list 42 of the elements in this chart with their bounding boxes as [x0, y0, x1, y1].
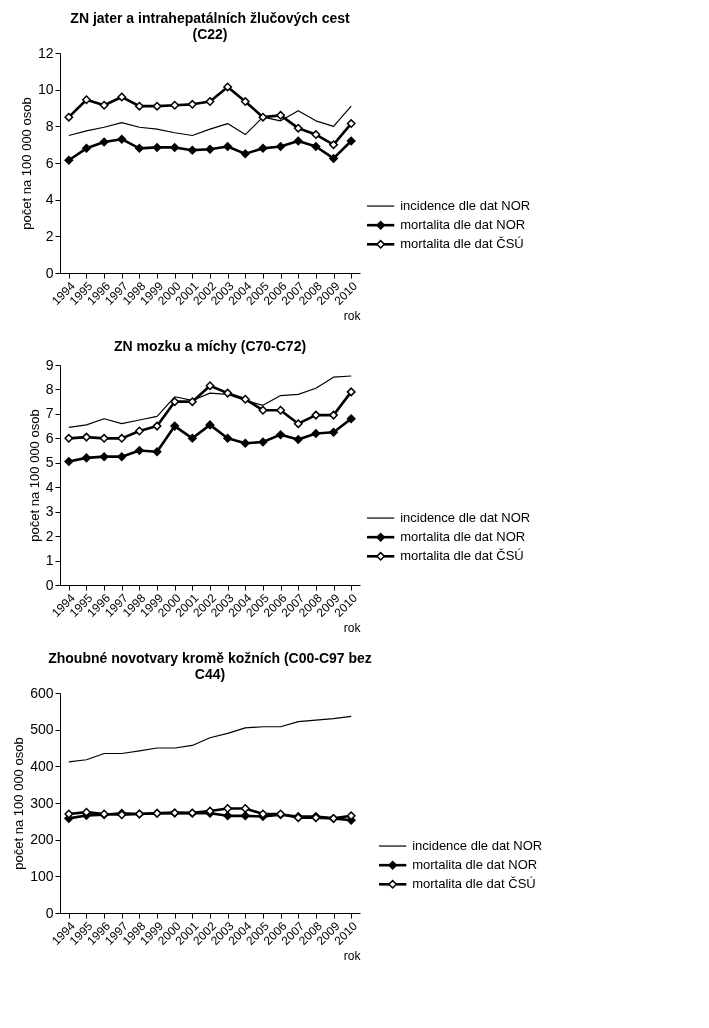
y-tick-label: 4	[45, 191, 54, 208]
y-tick-label: 300	[30, 794, 54, 811]
y-tick-label: 0	[45, 264, 54, 281]
y-tick-label: 4	[45, 478, 54, 495]
x-axis-title: rok	[343, 949, 362, 964]
y-tick-label: 12	[37, 44, 54, 61]
y-tick-label: 200	[30, 831, 54, 848]
y-tick-label: 7	[45, 405, 54, 422]
legend-label: mortalita dle dat ČSÚ	[400, 548, 524, 564]
y-tick-label: 6	[45, 154, 54, 171]
legend-label: mortalita dle dat NOR	[400, 529, 526, 545]
y-tick-label: 0	[45, 576, 54, 593]
legend-label: mortalita dle dat NOR	[412, 857, 538, 873]
y-tick-label: 8	[45, 117, 54, 134]
legend-label: mortalita dle dat NOR	[400, 217, 526, 233]
legend-label: mortalita dle dat ČSÚ	[400, 236, 524, 252]
y-tick-label: 5	[45, 454, 54, 471]
y-tick-label: 6	[45, 429, 54, 446]
y-tick-label: 10	[37, 81, 54, 98]
y-tick-label: 600	[30, 684, 54, 701]
chart-title: ZN jater a intrahepatálních žlučových cest (C22)	[70, 10, 350, 42]
y-axis-title: počet na 100 000 osob	[11, 737, 27, 870]
y-tick-label: 2	[45, 227, 54, 244]
y-axis-title: počet na 100 000 osob	[18, 97, 34, 230]
y-axis-title: počet na 100 000 osob	[26, 409, 42, 542]
y-tick-label: 2	[45, 527, 54, 544]
chart-title: ZN mozku a míchy (C70-C72)	[113, 338, 307, 354]
y-tick-label: 3	[45, 503, 54, 520]
x-axis-title: rok	[343, 621, 362, 636]
chart-title: Zhoubné novotvary kromě kožních (C00-C97 bez C44)	[48, 650, 372, 682]
y-tick-label: 1	[45, 552, 54, 569]
y-tick-label: 400	[30, 757, 54, 774]
y-tick-label: 0	[45, 904, 54, 921]
y-tick-label: 8	[45, 380, 54, 397]
y-tick-label: 500	[30, 721, 54, 738]
legend-label: mortalita dle dat ČSÚ	[412, 876, 536, 892]
y-tick-label: 9	[45, 356, 54, 373]
y-tick-label: 100	[30, 867, 54, 884]
legend-label: incidence dle dat NOR	[400, 510, 531, 526]
legend-label: incidence dle dat NOR	[400, 198, 531, 214]
x-axis-title: rok	[343, 309, 362, 324]
legend-label: incidence dle dat NOR	[412, 838, 543, 854]
